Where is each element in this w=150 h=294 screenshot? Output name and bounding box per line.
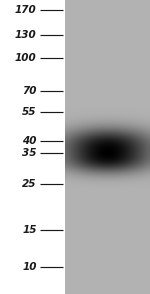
Text: 25: 25 <box>22 179 37 189</box>
Text: 10: 10 <box>22 262 37 272</box>
Text: 130: 130 <box>15 30 37 40</box>
Bar <box>65 0 150 294</box>
Text: 35: 35 <box>22 148 37 158</box>
Text: 15: 15 <box>22 225 37 235</box>
Text: 55: 55 <box>22 107 37 117</box>
Text: 70: 70 <box>22 86 37 96</box>
Text: 100: 100 <box>15 53 37 63</box>
Text: 170: 170 <box>15 5 37 15</box>
Text: 40: 40 <box>22 136 37 146</box>
